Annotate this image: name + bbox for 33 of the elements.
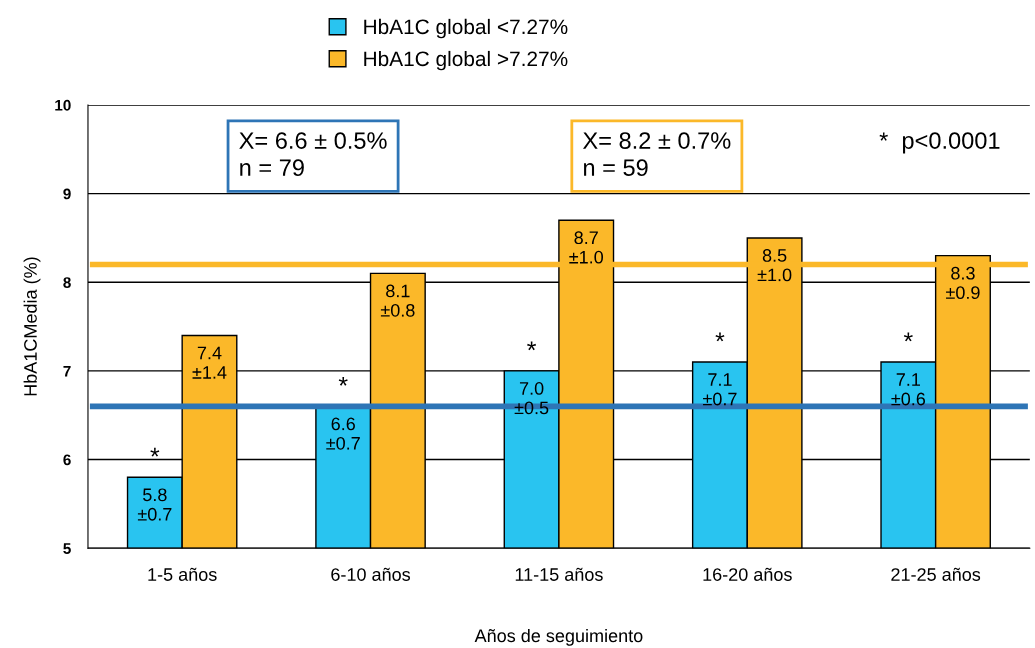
x-tick-label: 11-15 años [515,567,603,581]
x-tick-label: 1-5 años [148,567,217,581]
data-label: 8.5 ±1.0 [757,249,792,282]
data-label: 8.3 ±0.9 [946,266,980,300]
annotation: * [338,376,348,386]
data-label: 8.1 ±0.8 [380,284,415,317]
data-label: 5.8 ±0.7 [137,488,172,521]
data-label: 7.1 ±0.7 [703,373,737,406]
y-tick-label: 10 [55,99,71,111]
annotation: * p<0.0001 [879,132,1000,154]
x-tick-label: 16-20 años [703,567,792,581]
x-axis-title: Años de seguimiento [474,628,643,646]
data-label: 7.1 ±0.6 [891,373,926,406]
y-tick-label: 5 [63,543,71,554]
y-tick-label: 6 [63,454,71,466]
data-label: 8.7 ±1.0 [569,231,604,264]
annotation: * [150,447,160,457]
y-tick-label: 8 [63,277,71,288]
annotation: * [715,332,725,342]
x-tick-label: 21-25 años [891,567,981,581]
data-label: 7.4 ±1.4 [192,346,227,379]
annotation: * [903,332,913,342]
y-tick-label: 7 [63,365,71,377]
data-label: 6.6 ±0.7 [326,417,360,450]
annotation: * [527,341,537,351]
data-label: 7.0 ±0.5 [514,382,549,415]
annotation: X= 8.2 ± 0.7% n = 59 [582,132,731,177]
x-tick-label: 6-10 años [331,567,411,581]
legend-label: HbA1C global >7.27% [364,50,568,71]
legend-label: HbA1C global <7.27% [364,18,568,39]
y-tick-label: 9 [63,188,71,200]
annotation: X= 6.6 ± 0.5% n = 79 [239,132,387,177]
y-axis-title: HbA1CMedia (%) [23,257,41,396]
